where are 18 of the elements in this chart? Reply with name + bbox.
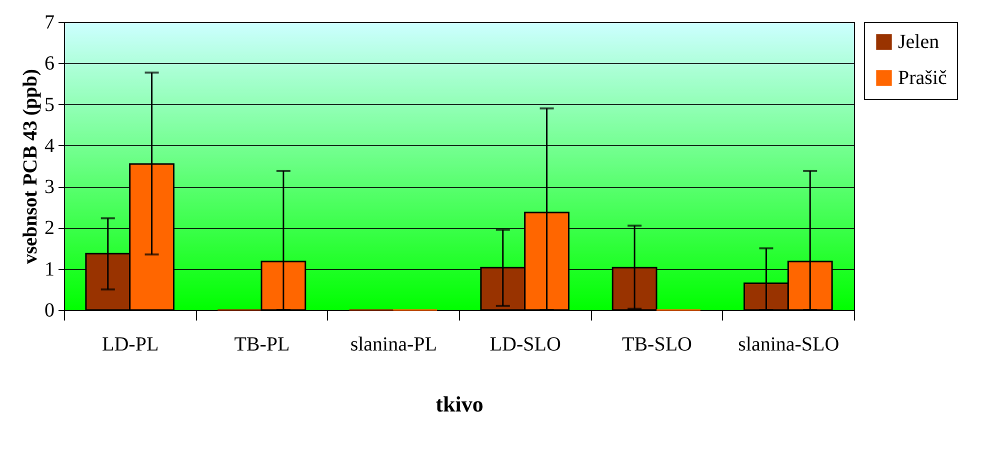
legend-label: Prašič (898, 67, 947, 89)
y-tick-label: 3 (44, 176, 54, 198)
y-tick-label: 2 (44, 217, 54, 240)
y-tick-label: 0 (44, 300, 54, 322)
x-tick-label: LD-SLO (490, 334, 561, 356)
y-tick-label: 1 (44, 258, 54, 280)
x-tick-label: slanina-PL (350, 334, 437, 356)
x-tick-label: TB-PL (234, 334, 290, 356)
y-tick-label: 4 (44, 134, 54, 157)
y-tick-label: 6 (44, 52, 54, 75)
x-tick-label: LD-PL (102, 334, 159, 356)
y-axis-title: vsebnsot PCB 43 (ppb) (20, 68, 42, 264)
y-tick-label: 7 (44, 12, 54, 34)
x-tick-label: TB-SLO (622, 334, 692, 356)
y-tick-label: 5 (44, 94, 54, 116)
legend-label: Jelen (898, 31, 940, 53)
x-axis-title: tkivo (436, 392, 484, 416)
x-tick-label: slanina-SLO (738, 334, 840, 356)
